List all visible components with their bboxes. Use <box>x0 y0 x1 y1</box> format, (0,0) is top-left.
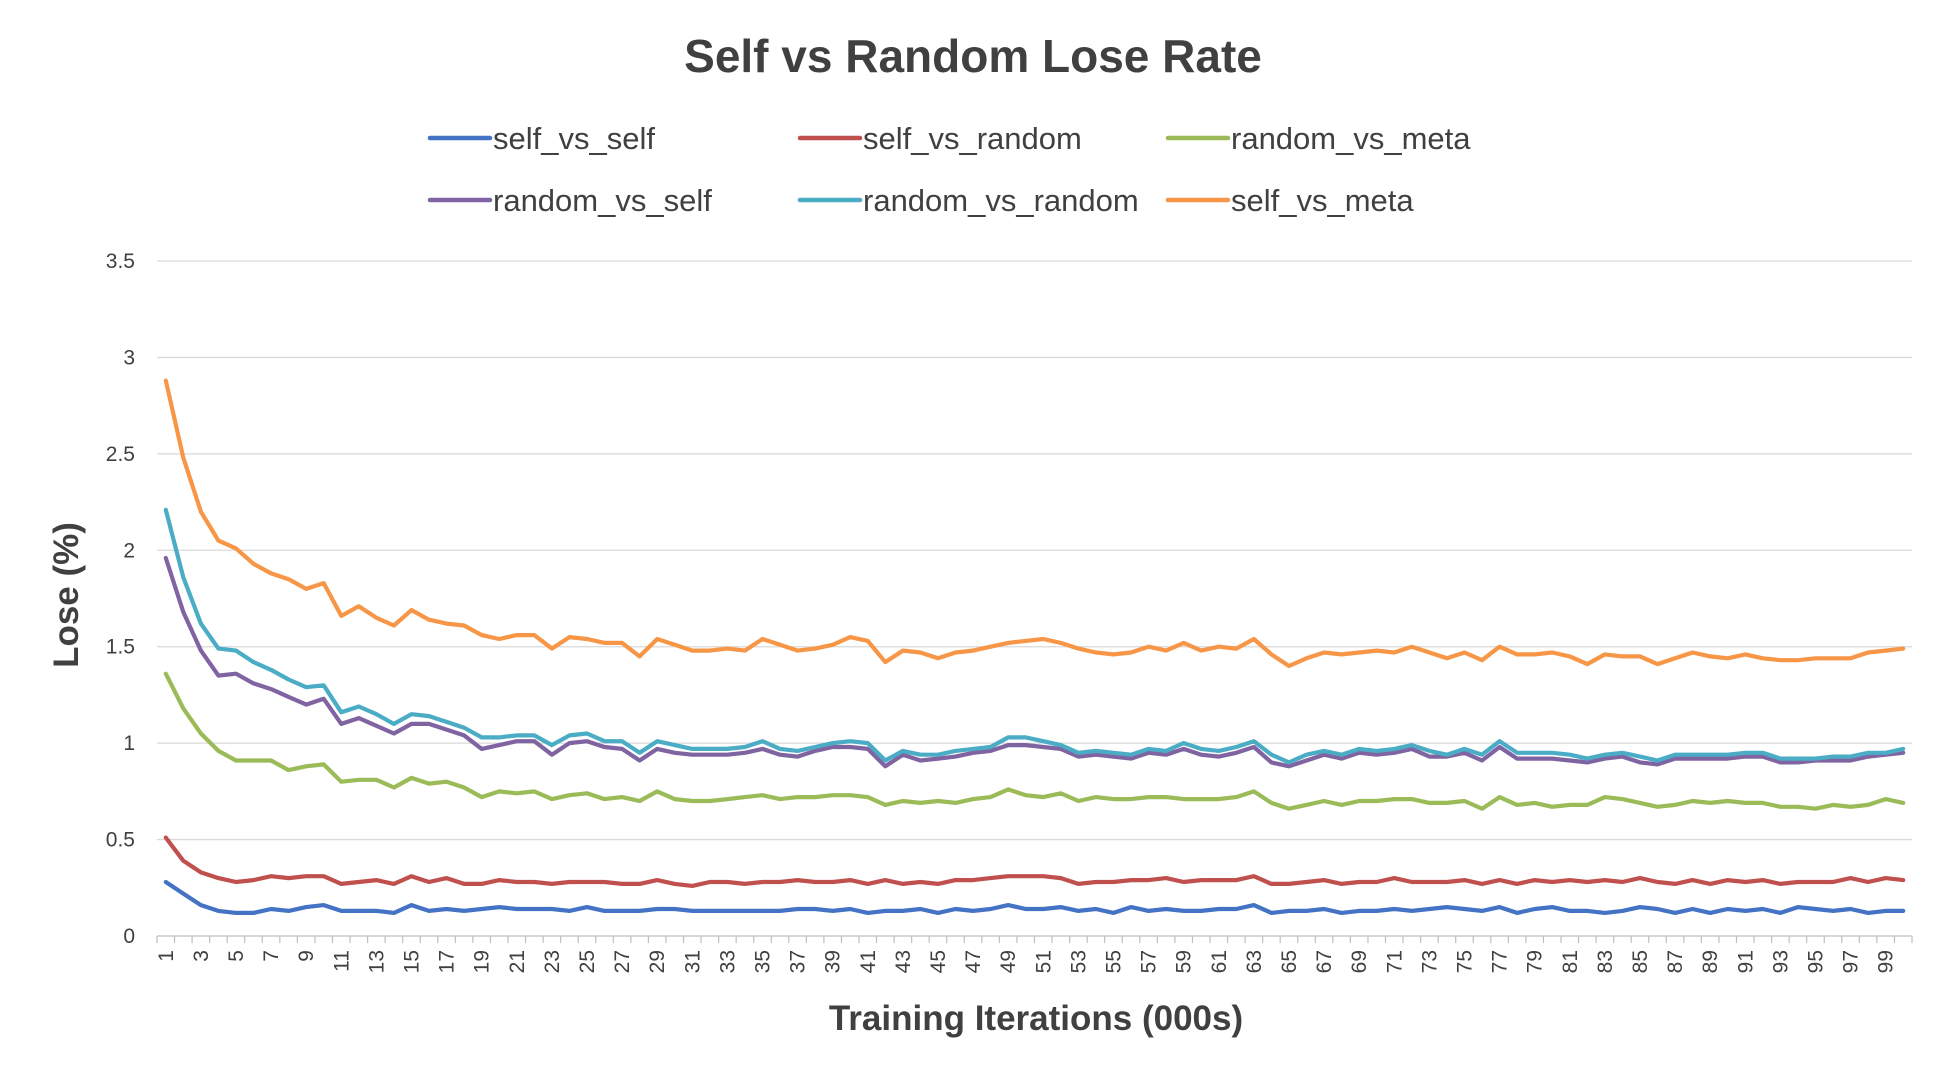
x-tick-label: 21 <box>506 950 529 973</box>
x-tick-label: 75 <box>1453 950 1476 973</box>
x-tick-label: 85 <box>1629 950 1652 973</box>
y-axis-ticks: 0 0.5 1 1.5 2 2.5 3 3.5 <box>106 250 135 948</box>
x-tick-label: 69 <box>1348 950 1371 973</box>
legend: self_vs_self self_vs_random random_vs_meta… <box>427 121 1471 218</box>
x-tick-label: 27 <box>611 950 634 973</box>
legend-label: random_vs_meta <box>1231 121 1471 156</box>
y-tick-label: 0 <box>123 925 135 948</box>
x-tick-label: 45 <box>927 950 950 973</box>
chart-title: Self vs Random Lose Rate <box>684 30 1262 82</box>
x-tick-label: 71 <box>1383 950 1406 973</box>
y-tick-label: 3.5 <box>106 250 135 273</box>
x-tick-label: 23 <box>541 950 564 973</box>
x-tick-label: 13 <box>365 950 388 973</box>
legend-item-self-vs-meta: self_vs_meta <box>1165 183 1414 218</box>
x-axis-title: Training Iterations (000s) <box>829 999 1243 1038</box>
x-tick-label: 57 <box>1138 950 1161 973</box>
series-line-random-vs-meta <box>163 671 1906 811</box>
y-tick-label: 2 <box>123 539 135 562</box>
legend-label: random_vs_self <box>493 183 712 218</box>
y-tick-label: 1.5 <box>106 636 135 659</box>
legend-label: self_vs_meta <box>1231 183 1414 218</box>
series-lines <box>163 378 1906 916</box>
x-tick-label: 39 <box>822 950 845 973</box>
y-tick-label: 2.5 <box>106 443 135 466</box>
y-tick-label: 1 <box>123 732 135 755</box>
series-line-self-vs-random <box>163 835 1906 889</box>
x-tick-label: 95 <box>1804 950 1827 973</box>
series-line-self-vs-self <box>163 879 1906 916</box>
x-tick-label: 37 <box>787 950 810 973</box>
x-tick-label: 77 <box>1489 950 1512 973</box>
x-tick-label: 43 <box>892 950 915 973</box>
x-tick-label: 55 <box>1102 950 1125 973</box>
x-tick-label: 15 <box>400 950 423 973</box>
x-tick-label: 61 <box>1208 950 1231 973</box>
x-tick-label: 47 <box>962 950 985 973</box>
x-tick-label: 41 <box>857 950 880 973</box>
x-tick-label: 73 <box>1418 950 1441 973</box>
x-tick-label: 97 <box>1840 950 1863 973</box>
x-tick-label: 29 <box>646 950 669 973</box>
x-tick-label: 59 <box>1173 950 1196 973</box>
y-tick-label: 0.5 <box>106 829 135 852</box>
x-tick-label: 81 <box>1559 950 1582 973</box>
x-tick-label: 99 <box>1875 950 1898 973</box>
x-tick-label: 25 <box>576 950 599 973</box>
x-tick-label: 1 <box>155 950 178 962</box>
series-line-random-vs-random <box>163 507 1906 765</box>
legend-label: random_vs_random <box>863 183 1139 218</box>
x-tick-label: 53 <box>1067 950 1090 973</box>
x-tick-label: 79 <box>1524 950 1547 973</box>
x-tick-label: 11 <box>330 950 353 972</box>
x-tick-label: 83 <box>1594 950 1617 973</box>
x-tick-label: 3 <box>190 950 213 962</box>
x-tick-label: 17 <box>436 950 459 973</box>
legend-label: self_vs_random <box>863 121 1082 156</box>
legend-item-random-vs-meta: random_vs_meta <box>1165 121 1471 156</box>
x-tick-label: 9 <box>295 950 318 962</box>
x-axis-ticks: 1 3 5 7 9 11 13 15 17 19 21 23 25 27 29 31 33 35 37 39 41 43 4… <box>155 936 1913 973</box>
x-tick-label: 87 <box>1664 950 1687 973</box>
x-tick-label: 63 <box>1243 950 1266 973</box>
x-tick-label: 19 <box>471 950 494 973</box>
x-tick-label: 7 <box>260 950 283 962</box>
series-line-random-vs-self <box>163 555 1906 769</box>
x-tick-label: 51 <box>1032 950 1055 973</box>
x-tick-label: 93 <box>1769 950 1792 973</box>
y-axis-title: Lose (%) <box>47 522 86 668</box>
x-tick-label: 89 <box>1699 950 1722 973</box>
legend-item-random-vs-random: random_vs_random <box>797 183 1139 218</box>
x-tick-label: 67 <box>1313 950 1336 973</box>
x-tick-label: 49 <box>997 950 1020 973</box>
x-tick-label: 5 <box>225 950 248 962</box>
x-tick-label: 31 <box>681 950 704 973</box>
x-tick-label: 65 <box>1278 950 1301 973</box>
legend-item-self-vs-self: self_vs_self <box>427 121 655 156</box>
y-tick-label: 3 <box>123 346 135 369</box>
x-tick-label: 91 <box>1734 950 1757 973</box>
x-tick-label: 33 <box>716 950 739 973</box>
legend-item-self-vs-random: self_vs_random <box>797 121 1082 156</box>
legend-label: self_vs_self <box>493 121 655 156</box>
legend-item-random-vs-self: random_vs_self <box>427 183 712 218</box>
x-tick-label: 35 <box>751 950 774 973</box>
series-line-self-vs-meta <box>163 378 1906 669</box>
